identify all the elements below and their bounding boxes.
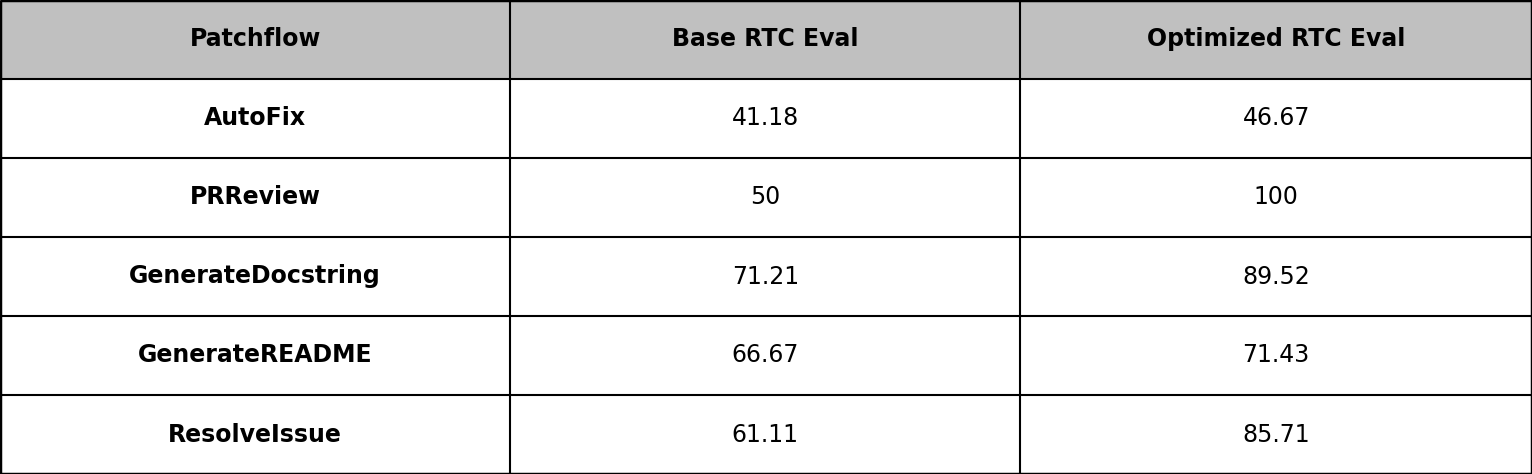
Bar: [1020, 395, 1532, 474]
Bar: [0, 158, 510, 237]
Bar: [0, 79, 510, 158]
Text: 46.67: 46.67: [1242, 107, 1310, 130]
Bar: [0, 237, 510, 316]
Text: 89.52: 89.52: [1242, 264, 1310, 289]
Text: 61.11: 61.11: [732, 422, 798, 447]
Bar: [0, 395, 510, 474]
Bar: [510, 158, 1020, 237]
Text: Patchflow: Patchflow: [190, 27, 320, 52]
Bar: [1020, 316, 1532, 395]
Text: AutoFix: AutoFix: [204, 107, 306, 130]
Bar: [0, 0, 510, 79]
Bar: [510, 395, 1020, 474]
Bar: [510, 79, 1020, 158]
Text: PRReview: PRReview: [190, 185, 320, 210]
Text: GenerateREADME: GenerateREADME: [138, 344, 372, 367]
Text: ResolveIssue: ResolveIssue: [169, 422, 342, 447]
Text: 71.21: 71.21: [732, 264, 798, 289]
Text: 71.43: 71.43: [1242, 344, 1310, 367]
Text: GenerateDocstring: GenerateDocstring: [129, 264, 381, 289]
Text: 85.71: 85.71: [1242, 422, 1310, 447]
Bar: [1020, 79, 1532, 158]
Bar: [510, 237, 1020, 316]
Text: 41.18: 41.18: [732, 107, 798, 130]
Text: 66.67: 66.67: [732, 344, 798, 367]
Bar: [1020, 158, 1532, 237]
Text: Base RTC Eval: Base RTC Eval: [673, 27, 858, 52]
Bar: [0, 316, 510, 395]
Text: Optimized RTC Eval: Optimized RTC Eval: [1147, 27, 1405, 52]
Bar: [510, 316, 1020, 395]
Text: 100: 100: [1253, 185, 1299, 210]
Text: 50: 50: [751, 185, 780, 210]
Bar: [510, 0, 1020, 79]
Bar: [1020, 237, 1532, 316]
Bar: [1020, 0, 1532, 79]
